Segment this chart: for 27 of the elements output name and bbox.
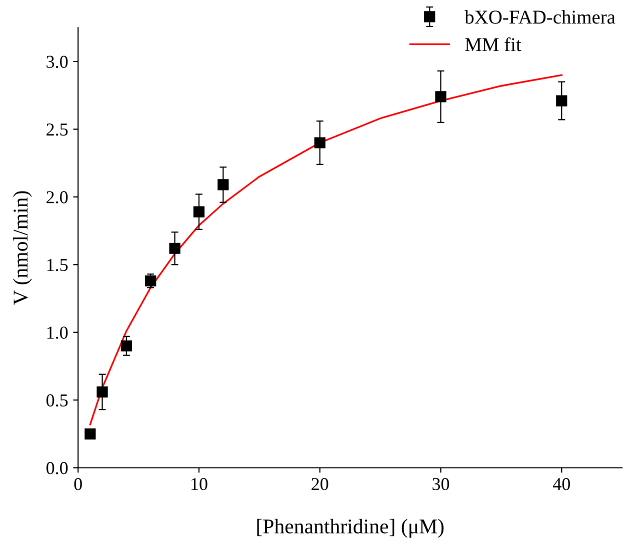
y-tick-label: 3.0 [46,56,68,68]
y-tick-label: 2.5 [46,124,68,136]
x-tick-label: 30 [432,478,450,490]
point [435,91,446,102]
y-tick-label: 1.0 [47,326,68,339]
point [84,428,96,440]
y-tick-label: 1.5 [47,258,68,272]
y-tick-label: 0.5 [46,394,68,407]
point [169,242,180,254]
legend-label: bXO-FAD-chimera [464,10,616,24]
point [314,137,326,148]
point [120,340,132,352]
point [556,95,568,106]
y-tick-label: 2.0 [46,191,68,204]
x-tick-label: 0 [74,478,82,490]
x-axis-title: [Phenanthridine] (μM) [257,518,444,538]
point [145,275,156,286]
point [96,386,108,398]
x-tick-label: 10 [192,478,208,490]
line-series [89,74,562,426]
y-axis-title: V (nmol/min) [13,191,32,305]
legend-label: MM fit [465,37,522,52]
x-tick-label: 20 [312,478,328,490]
point [193,206,205,218]
y-tick-label: 0.0 [46,462,68,474]
point [218,179,229,190]
x-tick-label: 40 [552,478,570,490]
